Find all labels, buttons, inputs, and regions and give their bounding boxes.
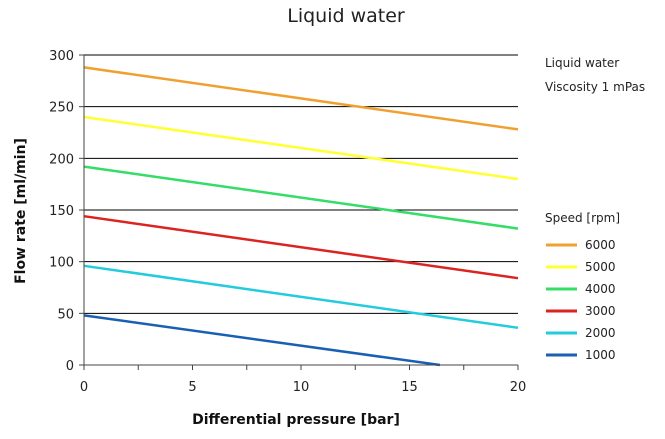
y-axis-label: Flow rate [ml/min] bbox=[13, 138, 29, 284]
series-line-4000 bbox=[83, 165, 519, 230]
legend-label-3000: 3000 bbox=[585, 304, 616, 318]
x-axis-label: Differential pressure [bar] bbox=[192, 412, 400, 428]
legend-label-4000: 4000 bbox=[585, 282, 616, 296]
y-tick-label-3: 150 bbox=[49, 204, 74, 219]
x-tick-labels: 0 5 10 15 20 bbox=[80, 365, 526, 395]
legend-label-1000: 1000 bbox=[585, 348, 616, 362]
y-tick-label-6: 300 bbox=[49, 49, 74, 64]
x-tick-label-3: 15 bbox=[401, 380, 418, 395]
series-line-2000 bbox=[83, 264, 519, 330]
series-line-6000 bbox=[83, 66, 519, 131]
annotation-viscosity: Viscosity 1 mPas bbox=[545, 80, 645, 94]
x-tick-label-2: 10 bbox=[293, 380, 310, 395]
legend-label-6000: 6000 bbox=[585, 238, 616, 252]
grid-lines bbox=[84, 54, 518, 314]
legend-label-2000: 2000 bbox=[585, 326, 616, 340]
chart-title: Liquid water bbox=[287, 5, 405, 27]
legend: 6000 5000 4000 3000 2000 1000 bbox=[546, 238, 616, 362]
y-tick-label-0: 0 bbox=[66, 359, 74, 374]
series-line-5000 bbox=[83, 115, 519, 181]
annotation-fluid: Liquid water bbox=[545, 56, 619, 70]
x-tick-label-1: 5 bbox=[188, 380, 196, 395]
y-tick-label-2: 100 bbox=[49, 256, 74, 271]
x-tick-label-0: 0 bbox=[80, 380, 88, 395]
y-tick-labels: 0 50 100 150 200 250 300 bbox=[49, 49, 84, 374]
legend-label-5000: 5000 bbox=[585, 260, 616, 274]
legend-title: Speed [rpm] bbox=[545, 211, 620, 225]
series-lines bbox=[83, 66, 519, 367]
series-line-3000 bbox=[83, 214, 519, 280]
series-line-1000 bbox=[83, 314, 441, 367]
y-tick-label-1: 50 bbox=[57, 307, 74, 322]
y-tick-label-4: 200 bbox=[49, 152, 74, 167]
y-tick-label-5: 250 bbox=[49, 101, 74, 116]
x-tick-label-4: 20 bbox=[510, 380, 527, 395]
